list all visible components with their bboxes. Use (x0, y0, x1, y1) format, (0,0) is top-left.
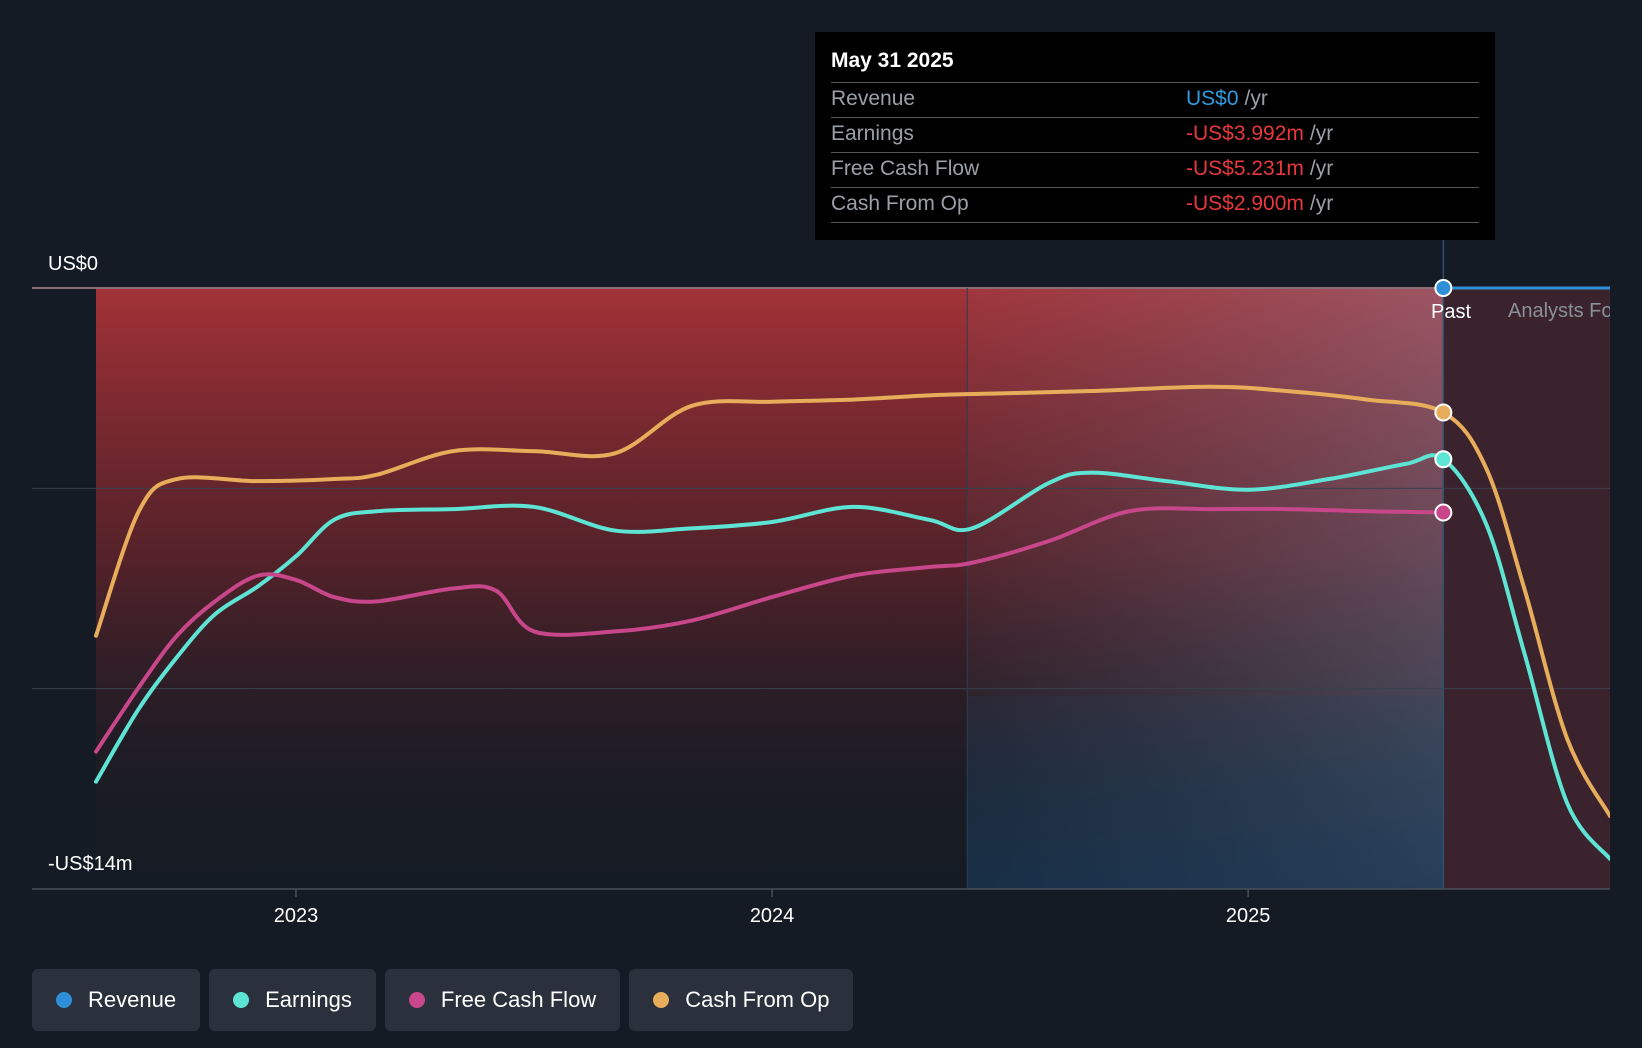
tooltip: May 31 2025 Revenue US$0 /yr Earnings -U… (815, 32, 1495, 240)
free-cash-flow-dot-icon (408, 992, 425, 1008)
earnings-marker (1434, 450, 1453, 469)
tooltip-row-revenue: Revenue US$0 /yr (831, 82, 1479, 117)
tooltip-row-unit: /yr (1309, 122, 1334, 145)
legend-label: Earnings (265, 987, 352, 1012)
tooltip-row-unit: /yr (1309, 192, 1334, 215)
tooltip-row-value: -US$5.231m (1186, 157, 1304, 180)
legend-label: Cash From Op (685, 987, 830, 1012)
tooltip-date: May 31 2025 (831, 49, 954, 72)
legend: Revenue Earnings Free Cash Flow Cash Fro… (32, 969, 854, 1031)
x-tick-label: 2023 (274, 905, 319, 927)
legend-item-cash-from-op[interactable]: Cash From Op (629, 969, 854, 1031)
free-cash-flow-marker (1434, 503, 1453, 522)
tooltip-row-unit: /yr (1309, 157, 1334, 180)
y-axis-top-label: US$0 (48, 253, 99, 275)
tooltip-row-earnings: Earnings -US$3.992m /yr (831, 117, 1479, 152)
y-axis-bottom-label: -US$14m (48, 853, 133, 875)
analysts-forecast-label: Analysts Forecasts (1508, 300, 1610, 322)
tooltip-row-value: -US$2.900m (1186, 192, 1304, 215)
legend-item-earnings[interactable]: Earnings (209, 969, 376, 1031)
tooltip-row-free-cash-flow: Free Cash Flow -US$5.231m /yr (831, 152, 1479, 187)
x-tick-label: 2024 (750, 905, 795, 927)
tooltip-row-label: Revenue (831, 87, 916, 110)
tooltip-row-value: -US$3.992m (1186, 122, 1304, 145)
forecast-area-fill (1443, 288, 1610, 889)
tooltip-row-value: US$0 (1186, 87, 1239, 110)
cash-from-op-dot-icon (653, 992, 670, 1008)
tooltip-row-label: Free Cash Flow (831, 157, 980, 180)
legend-label: Free Cash Flow (440, 987, 597, 1012)
cash-from-op-line (94, 384, 1610, 819)
analysts-forecast-label-clip: Analysts Forecasts (1508, 300, 1610, 328)
earnings-dot-icon (233, 992, 250, 1008)
tooltip-row-cash-from-op: Cash From Op -US$2.900m /yr (831, 187, 1479, 223)
revenue-marker (1434, 279, 1453, 297)
tooltip-row-label: Cash From Op (831, 192, 969, 215)
x-tick-label: 2025 (1226, 905, 1271, 927)
tooltip-row-unit: /yr (1244, 87, 1268, 110)
tooltip-row-label: Earnings (831, 122, 914, 145)
free-cash-flow-line (94, 506, 1446, 754)
past-label: Past (1431, 301, 1472, 323)
legend-item-revenue[interactable]: Revenue (32, 969, 201, 1031)
revenue-dot-icon (56, 992, 72, 1008)
highlight-region-lower (967, 695, 1444, 889)
cash-from-op-marker (1434, 403, 1453, 422)
legend-item-free-cash-flow[interactable]: Free Cash Flow (384, 969, 621, 1031)
legend-label: Revenue (88, 987, 177, 1012)
